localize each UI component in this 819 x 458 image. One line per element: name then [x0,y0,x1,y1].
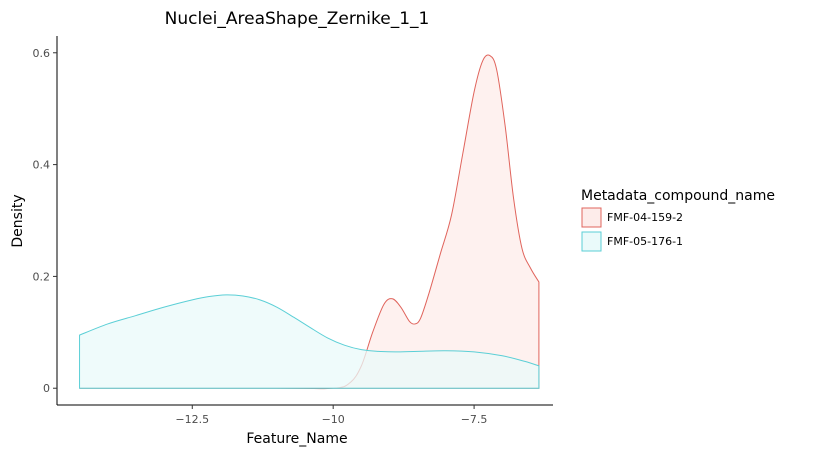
legend-label: FMF-04-159-2 [607,211,683,224]
legend-swatch [581,231,602,252]
x-tick-label: −7.5 [461,413,488,426]
density-area-fmf-05-176-1 [79,294,540,389]
x-tick-label: −12.5 [175,413,209,426]
chart-title: Nuclei_AreaShape_Zernike_1_1 [165,9,430,29]
y-ticks: 0 0.2 0.4 0.6 [33,47,57,395]
density-areas [79,54,540,390]
legend-title: Metadata_compound_name [581,188,775,204]
legend-swatch [581,207,602,228]
legend-items: FMF-04-159-2 FMF-05-176-1 [581,207,683,252]
y-tick-label: 0.2 [33,270,51,283]
x-tick-label: −10 [322,413,345,426]
legend-label: FMF-05-176-1 [607,235,683,248]
y-tick-label: 0 [43,382,50,395]
legend: Metadata_compound_name FMF-04-159-2FMF-0… [581,188,775,252]
y-axis-title: Density [10,194,26,247]
x-ticks: −12.5 −10 −7.5 [175,405,487,426]
x-axis-title: Feature_Name [246,431,347,447]
y-tick-label: 0.6 [33,47,51,60]
y-tick-label: 0.4 [33,159,51,172]
axes [56,36,553,406]
